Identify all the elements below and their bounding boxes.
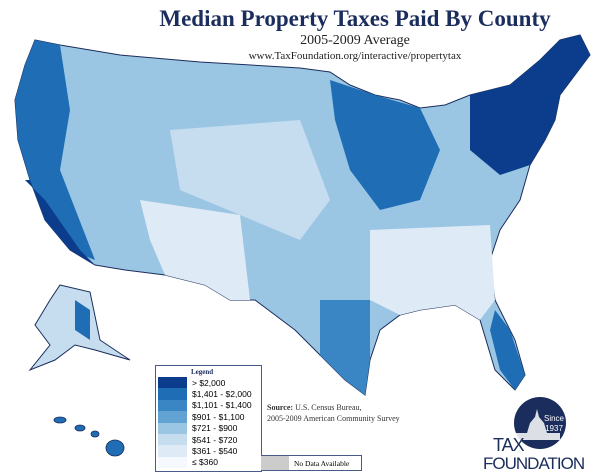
legend-swatch [158, 456, 187, 469]
legend-item: ≤ $360 [156, 456, 261, 469]
legend-item: $721 - $900 [156, 422, 261, 434]
legend-swatch [158, 422, 187, 434]
logo-tax: TAX [493, 435, 525, 455]
legend-swatch [158, 433, 187, 446]
logo-year: 1937 [545, 424, 563, 433]
source-label: Source: [267, 403, 294, 412]
legend-item: $541 - $720 [156, 433, 261, 446]
map-subtitle: 2005-2009 Average [300, 33, 410, 48]
legend-no-data: No Data Available [261, 455, 362, 471]
legend-swatch [261, 456, 289, 470]
hawaii [53, 416, 125, 457]
legend-item: $901 - $1,100 [156, 411, 261, 423]
region-plains [170, 120, 330, 240]
legend-label: $1,101 - $1,400 [192, 400, 252, 411]
legend-label: $361 - $540 [192, 446, 238, 457]
legend-item: $1,101 - $1,400 [156, 399, 261, 412]
legend-item: $361 - $540 [156, 445, 261, 457]
legend-swatch [158, 411, 187, 423]
legend-label: > $2,000 [192, 377, 226, 388]
legend-label: ≤ $360 [192, 457, 218, 468]
legend-title: Legend [191, 368, 214, 376]
legend: Legend > $2,000 $1,401 - $2,000 $1,101 - $… [155, 365, 262, 472]
tax-foundation-logo: Since 1937 TAX FOUNDATION [483, 397, 585, 472]
source-line-2: 2005-2009 American Community Survey [267, 414, 400, 423]
legend-swatch [158, 445, 187, 457]
map-url: www.TaxFoundation.org/interactive/proper… [248, 50, 462, 62]
legend-label: $721 - $900 [192, 423, 238, 434]
legend-label: $1,401 - $2,000 [192, 389, 252, 400]
legend-item: > $2,000 [156, 377, 261, 389]
region-texas-east [320, 300, 370, 395]
legend-swatch [158, 377, 187, 389]
map-title: Median Property Taxes Paid By County [159, 6, 551, 31]
legend-label: $901 - $1,100 [192, 411, 245, 422]
logo-since: Since [544, 414, 565, 423]
source-line-1: U.S. Census Bureau, [293, 403, 362, 412]
legend-item: $1,401 - $2,000 [156, 388, 261, 400]
region-california [25, 180, 95, 265]
legend-swatch [158, 399, 187, 412]
region-great-lakes [330, 80, 440, 210]
legend-swatch [158, 388, 187, 400]
alaska-southeast [75, 300, 90, 340]
legend-label: No Data Available [294, 458, 350, 468]
region-florida [490, 310, 525, 390]
region-west-coast [15, 40, 95, 260]
region-southwest [140, 200, 250, 300]
region-south [370, 225, 495, 320]
legend-label: $541 - $720 [192, 434, 238, 445]
logo-foundation: FOUNDATION [483, 454, 584, 472]
source-note: Source: U.S. Census Bureau, 2005-2009 Am… [267, 402, 400, 424]
region-northeast [470, 35, 590, 175]
